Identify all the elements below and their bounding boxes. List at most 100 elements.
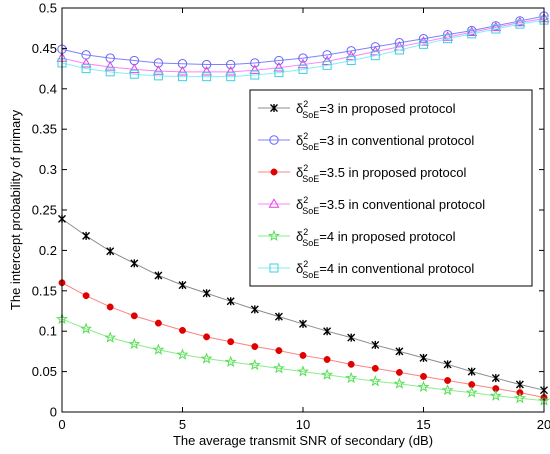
y-tick-label: 0.5 (39, 1, 57, 16)
data-point (179, 326, 186, 334)
data-point (514, 16, 526, 27)
x-tick-label: 5 (179, 417, 186, 432)
data-point (226, 59, 236, 70)
data-point (371, 364, 379, 372)
data-point (322, 60, 332, 70)
data-point (178, 72, 187, 82)
legend-marker (270, 168, 278, 176)
x-tick-label: 15 (416, 417, 430, 432)
data-point (226, 297, 235, 306)
series-layer (56, 11, 550, 406)
x-axis-label: The average transmit SNR of secondary (d… (173, 433, 433, 448)
series-line (61, 318, 545, 402)
legend-box (249, 89, 533, 287)
data-point (201, 66, 213, 76)
legend-label: δ2 SoE=4 in proposed protocol (296, 227, 456, 248)
series-line (61, 18, 545, 73)
data-point (224, 355, 237, 367)
legend-label: δ2 SoE=3 in proposed protocol (296, 99, 456, 120)
series-3 (58, 279, 548, 401)
data-point (130, 259, 139, 268)
data-point (80, 322, 93, 334)
data-point (177, 66, 188, 76)
data-point (321, 368, 334, 380)
y-tick-label: 0.05 (32, 364, 57, 379)
data-point (371, 340, 380, 349)
legend-label: δ2 SoE=3.5 in proposed protocol (296, 163, 466, 184)
legend-marker (268, 198, 280, 208)
data-point (82, 292, 90, 300)
data-point (323, 327, 332, 336)
data-point (299, 351, 307, 359)
data-point (467, 29, 477, 39)
data-point (395, 368, 403, 376)
data-point (418, 36, 429, 46)
data-point (491, 24, 501, 34)
data-point (418, 34, 429, 44)
data-point (515, 380, 524, 389)
data-point (347, 360, 355, 368)
y-tick-label: 0.45 (32, 41, 57, 56)
data-point (248, 358, 261, 371)
data-point (274, 55, 284, 66)
data-point (322, 50, 332, 60)
data-point (298, 64, 308, 74)
data-point (297, 58, 309, 69)
data-point (104, 331, 117, 343)
data-point (297, 365, 309, 377)
data-point (299, 319, 307, 328)
data-point (104, 61, 116, 71)
data-point (419, 353, 428, 362)
legend-item: δ2 SoE=3 in proposed protocol (258, 99, 456, 120)
legend-label: δ2 SoE=4 in conventional protocol (296, 259, 474, 280)
data-point (465, 386, 478, 398)
data-point (226, 72, 236, 82)
x-tick-label: 0 (58, 417, 65, 432)
data-point (250, 58, 260, 68)
data-point (225, 66, 237, 76)
legend: δ2 SoE=3 in proposed protocol δ2 SoE=3 in c… (249, 89, 533, 287)
data-point (152, 343, 165, 355)
data-point (154, 271, 163, 280)
data-point (513, 392, 526, 404)
data-point (274, 68, 284, 78)
data-point (466, 26, 478, 36)
data-point (273, 61, 285, 72)
y-tick-label: 0.2 (39, 243, 57, 258)
data-point (130, 312, 138, 320)
data-point (176, 348, 189, 360)
data-point (420, 372, 427, 380)
data-point (323, 356, 331, 363)
data-point (489, 389, 502, 401)
data-point (80, 57, 92, 68)
x-tick-label: 10 (296, 417, 310, 432)
y-tick-label: 0.3 (39, 162, 57, 177)
y-tick-label: 0.15 (32, 283, 57, 298)
series-line (61, 15, 545, 66)
data-point (444, 377, 452, 384)
data-point (81, 64, 91, 74)
data-point (419, 39, 428, 49)
data-point (394, 45, 404, 55)
legend-item: δ2 SoE=4 in proposed protocol (258, 227, 456, 248)
data-point (82, 231, 91, 240)
data-point (443, 34, 453, 44)
data-point (298, 53, 308, 63)
data-point (369, 45, 381, 56)
legend-marker (270, 104, 278, 112)
y-tick-label: 0.1 (39, 324, 57, 339)
legend-item: δ2 SoE=3 in conventional protocol (258, 131, 474, 152)
data-point (202, 72, 212, 82)
data-point (490, 21, 502, 32)
y-tick-label: 0.4 (39, 81, 57, 96)
data-point (272, 362, 285, 374)
x-tick-label: 20 (537, 417, 550, 432)
data-point (128, 63, 140, 74)
legend-marker (269, 135, 279, 145)
data-point (106, 303, 114, 311)
data-point (203, 333, 211, 341)
data-point (345, 371, 358, 384)
series-5 (56, 312, 550, 406)
data-point (251, 343, 259, 351)
